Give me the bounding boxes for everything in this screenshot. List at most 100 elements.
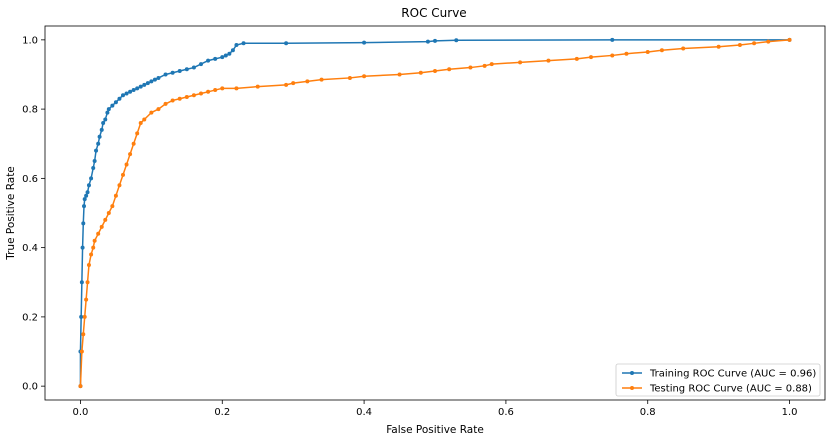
data-point [121,93,125,98]
data-point [213,88,218,93]
data-point [117,96,122,101]
data-point [86,262,91,267]
data-point [213,56,218,61]
data-point [82,204,86,209]
y-axis: 0.0 0.2 0.4 0.6 0.8 1.0 [22,35,45,393]
x-tick-label: 0.0 [73,407,89,418]
y-tick-label: 0.4 [22,243,38,254]
data-point [230,48,235,53]
data-point [184,94,189,99]
legend-label: Training ROC Curve (AUC = 0.96) [649,369,816,380]
data-point [589,55,593,60]
data-point [85,190,90,195]
data-point [291,81,296,86]
data-point [121,172,125,177]
data-point [433,69,437,74]
data-point [716,44,721,49]
data-point [96,231,101,236]
data-point [105,110,110,115]
data-point [191,65,196,70]
data-point [156,107,161,112]
data-point [234,86,239,91]
data-point [184,67,189,72]
data-point [113,100,118,105]
data-point [489,62,494,67]
data-point [106,211,111,215]
data-point [78,384,83,389]
data-point [131,141,136,146]
legend-marker [630,371,634,375]
data-point [89,252,94,257]
data-point [319,77,324,82]
data-point [518,60,523,65]
data-point [546,58,551,63]
data-point [81,221,86,226]
data-point [223,53,228,58]
plot-area [44,25,826,401]
x-tick-label: 1.0 [782,407,798,418]
data-point [454,38,459,43]
data-point [659,48,664,53]
data-point [101,120,106,125]
data-point [79,349,84,354]
data-point [92,238,97,243]
data-point [787,37,792,42]
data-point [124,91,129,96]
data-point [103,117,108,122]
y-tick-label: 0.8 [22,105,38,116]
legend-label: Testing ROC Curve (AUC = 0.88) [649,384,812,395]
x-axis: 0.0 0.2 0.4 0.6 0.8 1.0 [73,400,798,418]
data-point [177,96,182,101]
y-tick-label: 0.0 [22,382,38,393]
y-tick-label: 1.0 [22,35,38,46]
data-point [79,280,84,285]
legend-box [615,363,821,397]
data-point [113,193,118,198]
data-point [163,72,168,77]
data-point [92,159,97,164]
data-point [117,183,122,188]
data-point [681,46,686,51]
data-point [110,204,115,209]
series-1 [78,37,792,389]
data-point [124,162,129,167]
data-point [103,217,108,222]
data-point [156,75,161,80]
data-point [99,224,104,229]
data-point [397,72,402,77]
x-axis-title: False Positive Rate [386,424,484,436]
data-point [135,131,140,136]
data-point [145,81,150,86]
data-point [128,152,133,157]
data-point [91,165,96,170]
chart-title: ROC Curve [401,6,466,20]
x-tick-label: 0.8 [640,407,656,418]
y-tick-label: 0.2 [22,312,38,323]
data-point [241,41,246,46]
data-point [170,70,175,75]
data-point [362,40,367,45]
data-point [191,93,196,98]
data-point [199,91,203,96]
data-point [86,183,91,188]
data-point [610,53,615,58]
data-point [206,58,211,63]
data-point [433,38,437,43]
data-point [468,65,473,70]
series-layer [78,37,792,389]
data-point [284,41,289,46]
data-point [96,141,101,146]
data-point [97,134,102,139]
data-point [142,117,147,122]
data-point [79,314,84,319]
data-point [206,89,211,94]
series-line [79,39,790,387]
data-point [362,74,367,79]
data-point [305,79,310,84]
data-point [89,176,94,181]
series-0 [78,37,792,389]
data-point [255,84,260,89]
data-point [142,82,147,87]
legend: Training ROC Curve (AUC = 0.96) Testing R… [615,363,821,397]
